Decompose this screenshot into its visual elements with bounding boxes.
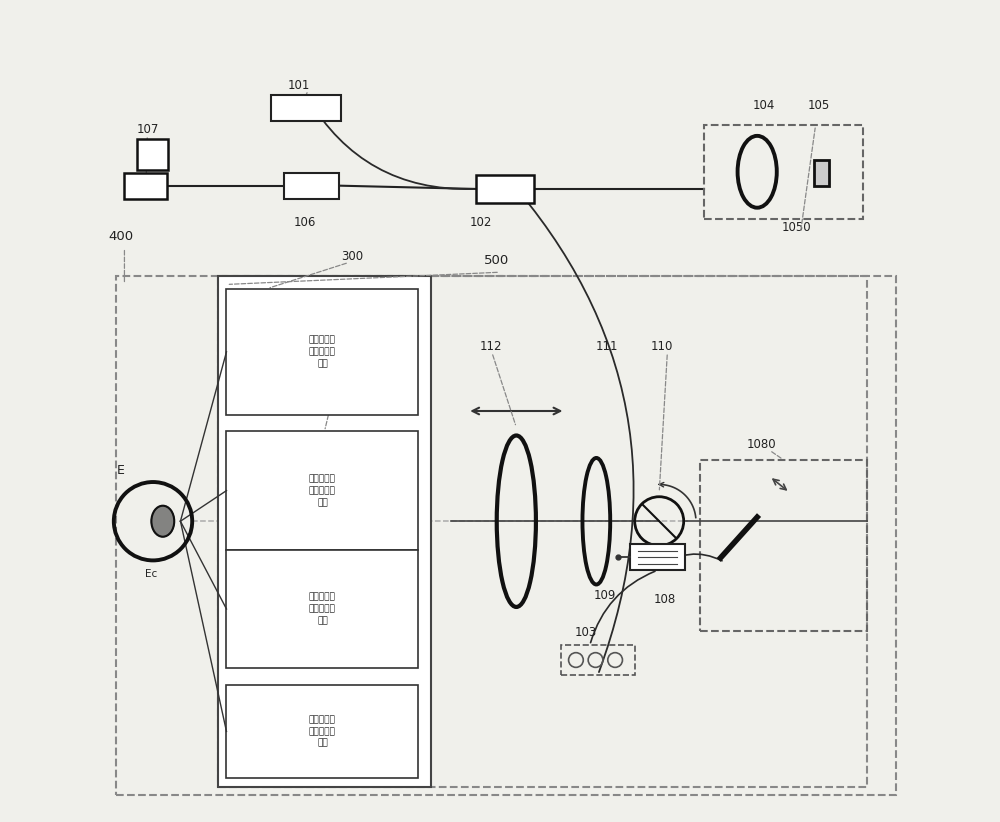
- Bar: [137, 139, 168, 170]
- Text: 102: 102: [470, 215, 492, 229]
- Text: 105: 105: [808, 99, 830, 112]
- Text: Ec: Ec: [145, 569, 157, 579]
- Bar: [271, 95, 341, 121]
- Text: 300: 300: [312, 711, 334, 724]
- Bar: [218, 276, 431, 787]
- Bar: [226, 685, 418, 778]
- Ellipse shape: [151, 506, 174, 537]
- Text: 500: 500: [484, 254, 509, 267]
- Text: 111: 111: [596, 339, 618, 353]
- Bar: [116, 276, 896, 795]
- Text: 竖直方向角
偏位宜对准
模块: 竖直方向角 偏位宜对准 模块: [309, 474, 336, 507]
- Bar: [226, 550, 418, 668]
- Bar: [124, 173, 167, 199]
- Text: 107: 107: [137, 123, 159, 136]
- Text: 101: 101: [288, 79, 310, 91]
- Bar: [284, 173, 339, 199]
- Text: 水平方向角
偏位宜对准
模块: 水平方向角 偏位宜对准 模块: [309, 335, 336, 368]
- Text: 水平方向角
偏位宜对准
模块: 水平方向角 偏位宜对准 模块: [309, 715, 336, 748]
- Text: E: E: [116, 464, 124, 477]
- Text: 110: 110: [651, 339, 673, 353]
- Text: 300: 300: [341, 250, 363, 263]
- Text: 108: 108: [653, 593, 676, 606]
- Bar: [561, 645, 635, 675]
- Bar: [226, 289, 418, 415]
- Text: 200: 200: [329, 593, 351, 606]
- Text: 103: 103: [575, 626, 597, 639]
- Text: 1080: 1080: [747, 438, 776, 450]
- Text: 106: 106: [293, 215, 316, 229]
- Bar: [226, 432, 418, 550]
- Bar: [218, 276, 867, 787]
- Text: 104: 104: [753, 99, 775, 112]
- Text: 200: 200: [329, 368, 351, 381]
- Text: 1050: 1050: [782, 221, 811, 234]
- Text: 400: 400: [108, 229, 133, 242]
- Bar: [476, 175, 534, 203]
- Text: 112: 112: [480, 339, 502, 353]
- Text: 109: 109: [594, 589, 616, 602]
- Bar: [700, 460, 867, 631]
- Bar: [630, 544, 685, 570]
- Text: 竖直方向角
偏位宜对准
模块: 竖直方向角 偏位宜对准 模块: [309, 593, 336, 626]
- Bar: [814, 159, 829, 186]
- Bar: [704, 125, 863, 219]
